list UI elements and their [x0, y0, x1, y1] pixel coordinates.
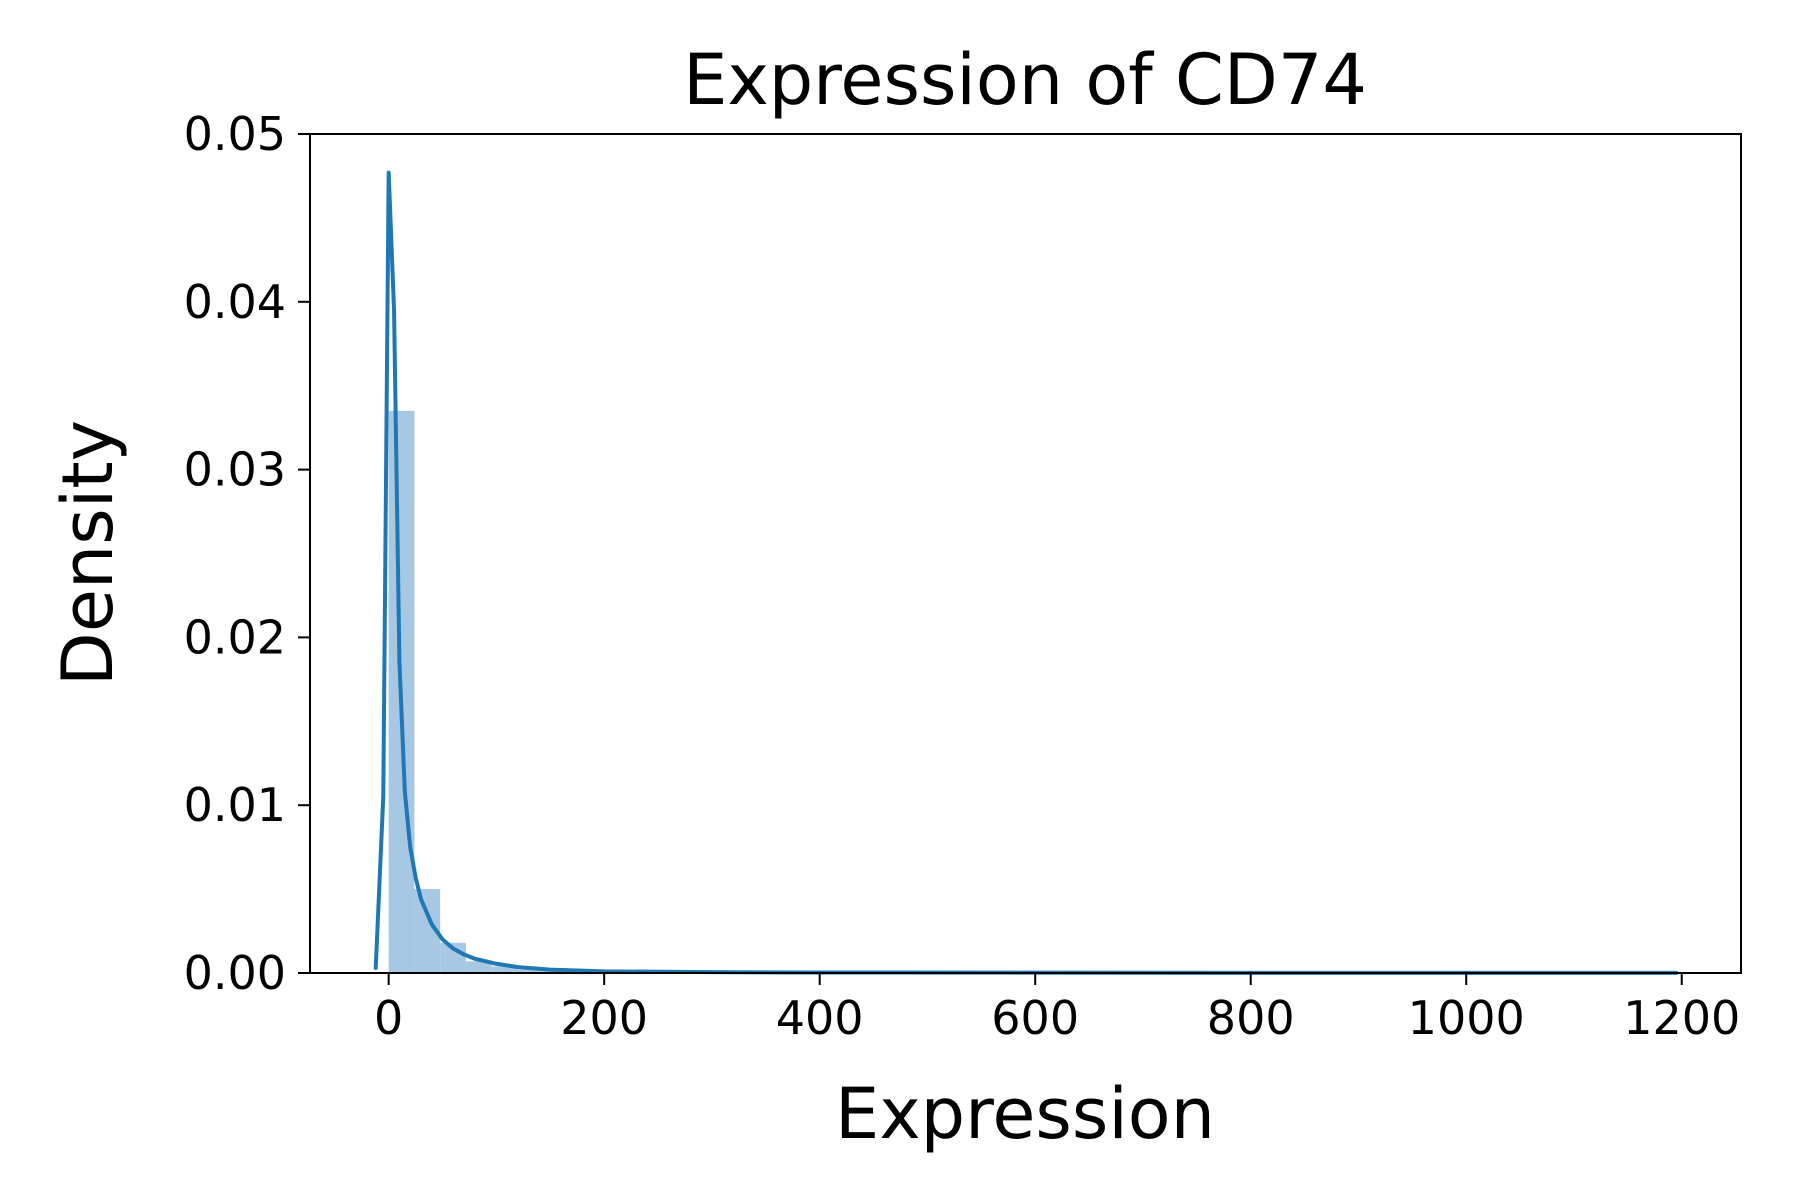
- chart-title: Expression of CD74: [683, 39, 1367, 121]
- x-tick-label: 400: [776, 991, 864, 1045]
- x-tick-label: 1000: [1408, 991, 1525, 1045]
- x-tick-label: 1200: [1623, 991, 1740, 1045]
- x-tick-label: 800: [1207, 991, 1295, 1045]
- x-axis-ticks: 0 200 400 600 800 1000 1200: [374, 973, 1740, 1045]
- histogram-bar: [465, 961, 492, 973]
- y-axis-ticks: 0.00 0.01 0.02 0.03 0.04 0.05: [184, 107, 310, 1000]
- histogram-bar: [491, 966, 518, 973]
- y-tick-label: 0.01: [184, 778, 286, 832]
- x-axis-label: Expression: [835, 1073, 1215, 1155]
- x-tick-label: 600: [991, 991, 1079, 1045]
- y-tick-label: 0.05: [184, 107, 286, 161]
- plot-frame: [309, 133, 1742, 974]
- y-tick-label: 0.03: [184, 443, 286, 497]
- y-tick-label: 0.00: [184, 946, 286, 1000]
- x-tick-label: 0: [374, 991, 403, 1045]
- y-tick-label: 0.04: [184, 275, 286, 329]
- histogram-bar: [517, 969, 544, 973]
- x-tick-label: 200: [560, 991, 648, 1045]
- y-axis-label: Density: [47, 420, 129, 686]
- y-tick-label: 0.02: [184, 610, 286, 664]
